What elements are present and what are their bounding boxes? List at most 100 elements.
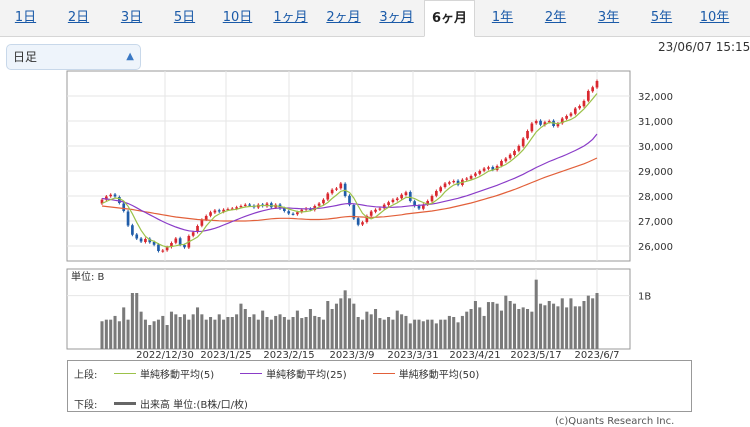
volume-bar (408, 323, 412, 349)
tab-2y[interactable]: 2年 (544, 10, 567, 25)
volume-bar (126, 319, 130, 349)
candle-body (204, 216, 208, 220)
tab-5d[interactable]: 5日 (173, 10, 196, 25)
volume-bar (308, 309, 312, 349)
candle-body (478, 171, 482, 174)
candle-body (222, 209, 225, 212)
tab-10d[interactable]: 10日 (222, 10, 253, 25)
tab-5y[interactable]: 5年 (650, 10, 673, 25)
candle-body (109, 194, 113, 197)
tab-2d[interactable]: 2日 (67, 10, 90, 25)
candle-body (487, 167, 490, 169)
candle-body (565, 116, 568, 119)
volume-bar (156, 319, 160, 349)
volume-bar (526, 309, 530, 349)
volume-bar (117, 321, 121, 349)
volume-bar (361, 319, 365, 349)
volume-bar (209, 317, 213, 349)
tab-1d[interactable]: 1日 (14, 10, 37, 25)
tab-1m[interactable]: 1ヶ月 (273, 10, 308, 25)
ma25-label: 単純移動平均(25) (266, 370, 347, 381)
price-tick-label: 30,000 (638, 142, 673, 153)
candle-period-value: 日足 (13, 50, 38, 64)
tab-3d[interactable]: 3日 (120, 10, 143, 25)
volume-bar (387, 317, 391, 349)
volume-bar (204, 319, 208, 349)
candle-body (226, 209, 230, 211)
volume-bar (539, 303, 543, 349)
volume-bar (556, 306, 560, 349)
volume-bar (300, 318, 304, 349)
candle-body (104, 196, 108, 200)
price-tick-label: 28,000 (638, 192, 673, 203)
candle-body (126, 211, 130, 226)
volume-bar (530, 311, 534, 349)
candle-body (183, 245, 186, 248)
volume-bar (478, 307, 482, 349)
candle-body (200, 219, 204, 226)
volume-bar (165, 325, 169, 349)
volume-bar (560, 298, 564, 349)
date-tick-label: 2023/5/17 (510, 350, 561, 361)
price-tick-label: 32,000 (638, 92, 673, 103)
price-tick-label: 26,000 (638, 242, 673, 253)
date-tick-label: 2023/6/7 (575, 350, 620, 361)
candle-body (374, 209, 377, 212)
volume-bar (591, 298, 595, 349)
price-tick-label: 27,000 (638, 217, 673, 228)
volume-bar (178, 317, 182, 349)
volume-bar (469, 309, 473, 349)
volume-bar (400, 314, 404, 349)
candle-body (400, 194, 403, 199)
volume-bar (499, 310, 503, 349)
tab-2m[interactable]: 2ヶ月 (326, 10, 361, 25)
ma5-label: 単純移動平均(5) (140, 370, 215, 381)
candle-body (352, 205, 356, 219)
volume-bar (330, 309, 334, 349)
candle-period-select[interactable]: 日足 ▲︎ (6, 44, 141, 70)
candle-body (469, 176, 473, 179)
candle-body (395, 198, 399, 200)
volume-bar (534, 279, 538, 349)
candle-body (430, 196, 434, 202)
tab-3y[interactable]: 3年 (597, 10, 620, 25)
candle-body (439, 187, 443, 192)
candle-body (196, 226, 199, 232)
tab-6m[interactable]: 6ヶ月 (424, 0, 475, 37)
volume-bar (595, 293, 599, 349)
candle-body (426, 201, 430, 205)
candle-body (465, 178, 469, 180)
candle-body (482, 168, 486, 171)
candle-body (243, 204, 247, 206)
volume-bar (421, 321, 425, 349)
candle-body (378, 208, 382, 210)
candle-body (534, 121, 538, 124)
candle-body (335, 188, 338, 190)
volume-bar (582, 301, 586, 349)
volume-bar (326, 301, 330, 349)
volume-bar (426, 319, 430, 349)
candle-body (404, 192, 408, 195)
candle-body (230, 208, 234, 210)
volume-bar (586, 295, 590, 349)
candle-body (387, 202, 390, 205)
volume-bar (512, 303, 517, 349)
volume-bar (169, 311, 173, 349)
candle-body (452, 181, 456, 183)
tab-10y[interactable]: 10年 (699, 10, 730, 25)
candle-body (235, 207, 238, 209)
tab-1y[interactable]: 1年 (491, 10, 514, 25)
volume-bar (491, 302, 495, 349)
candle-body (317, 203, 321, 206)
tab-3m[interactable]: 3ヶ月 (379, 10, 414, 25)
volume-bar (317, 317, 321, 349)
candle-body (139, 238, 143, 242)
ma5-line (101, 93, 598, 248)
candle-body (213, 210, 217, 213)
ma50-label: 単純移動平均(50) (398, 370, 480, 381)
volume-bar (495, 303, 499, 349)
volume-bar (543, 305, 547, 349)
chart-legend: 上段: 単純移動平均(5) 単純移動平均(25) 単純移動平均(50) 下段: … (67, 360, 692, 412)
period-tabs: 1日 2日 3日 5日 10日 1ヶ月 2ヶ月 3ヶ月 6ヶ月 1年 2年 3年… (0, 0, 750, 37)
volume-bar (552, 303, 556, 349)
